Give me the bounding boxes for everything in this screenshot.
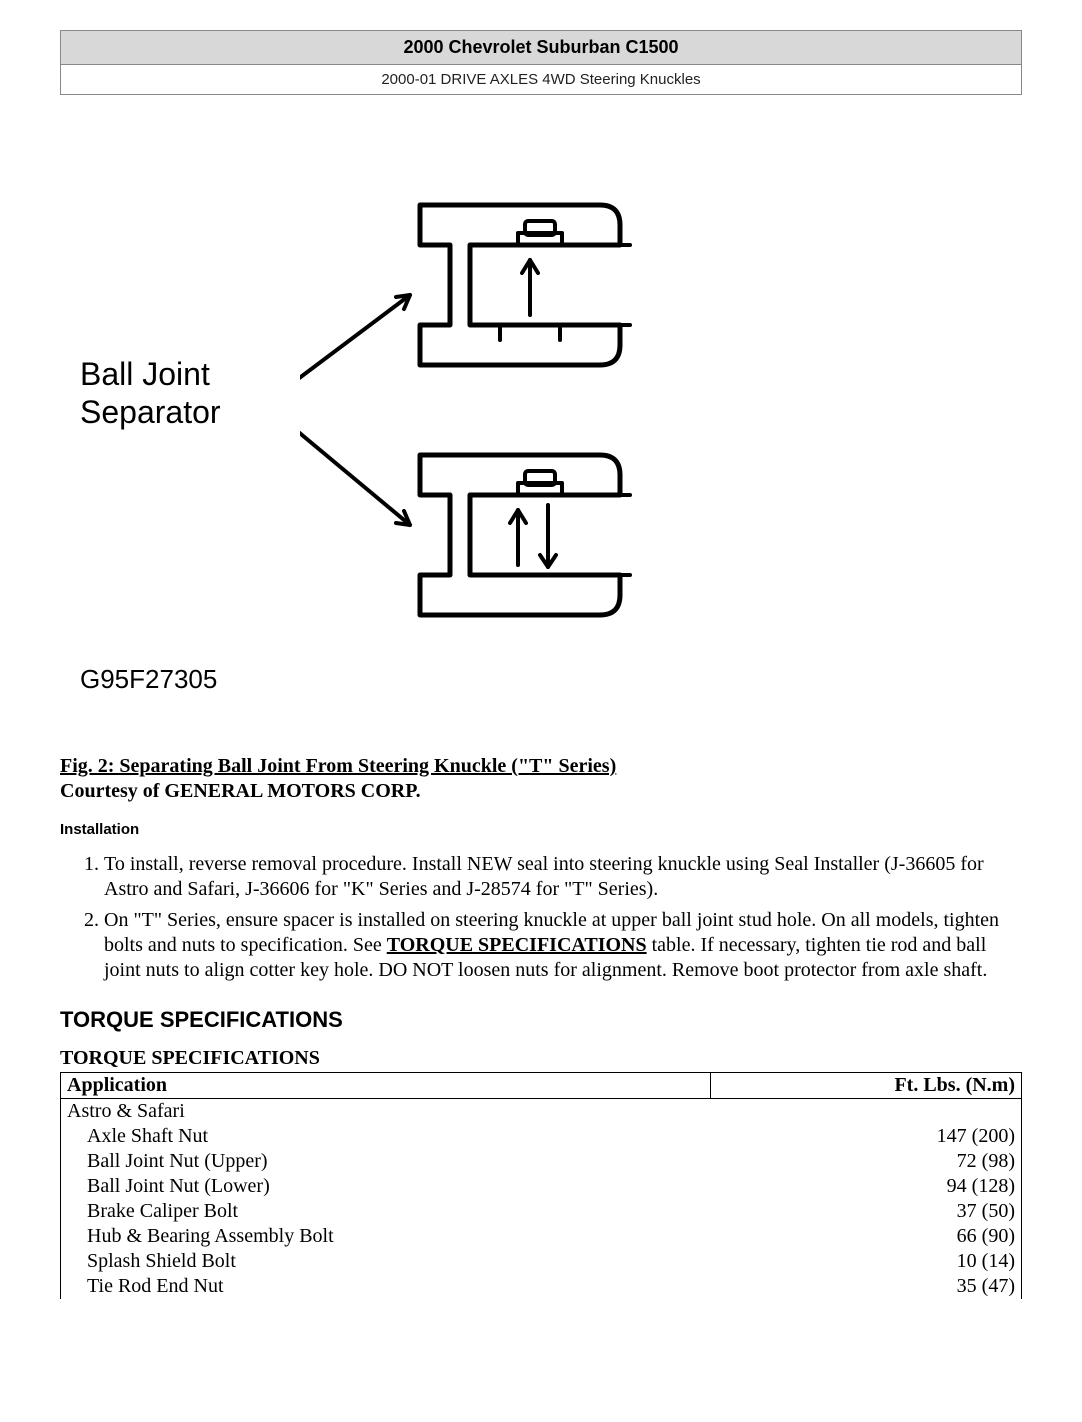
installation-steps: To install, reverse removal procedure. I… [60, 852, 1022, 983]
torque-section-heading: TORQUE SPECIFICATIONS [60, 1007, 1022, 1033]
spec-label: Tie Rod End Nut [61, 1274, 711, 1299]
table-row: Ball Joint Nut (Upper) 72 (98) [61, 1149, 1022, 1174]
group-value [711, 1099, 1022, 1125]
figure-label: Ball Joint Separator [80, 355, 221, 432]
torque-spec-link[interactable]: TORQUE SPECIFICATIONS [387, 934, 647, 956]
figure-courtesy: Courtesy of GENERAL MOTORS CORP. [60, 780, 1022, 803]
spec-label: Ball Joint Nut (Upper) [61, 1149, 711, 1174]
spec-value: 94 (128) [711, 1174, 1022, 1199]
spec-value: 10 (14) [711, 1249, 1022, 1274]
spec-label: Ball Joint Nut (Lower) [61, 1174, 711, 1199]
table-row: Tie Rod End Nut 35 (47) [61, 1274, 1022, 1299]
torque-table-title: TORQUE SPECIFICATIONS [60, 1047, 1022, 1070]
group-label: Astro & Safari [61, 1099, 711, 1125]
table-row: Axle Shaft Nut 147 (200) [61, 1124, 1022, 1149]
figure-code: G95F27305 [80, 664, 217, 695]
spec-value: 35 (47) [711, 1274, 1022, 1299]
header-subtitle: 2000-01 DRIVE AXLES 4WD Steering Knuckle… [61, 65, 1021, 94]
figure-label-line1: Ball Joint [80, 356, 210, 392]
table-header-row: Application Ft. Lbs. (N.m) [61, 1073, 1022, 1099]
figure-region: Ball Joint Separator G95F27305 [60, 175, 1022, 695]
install-step-2: On "T" Series, ensure spacer is installe… [104, 908, 1022, 983]
spec-value: 37 (50) [711, 1199, 1022, 1224]
header-title: 2000 Chevrolet Suburban C1500 [61, 31, 1021, 65]
table-row: Splash Shield Bolt 10 (14) [61, 1249, 1022, 1274]
figure-caption: Fig. 2: Separating Ball Joint From Steer… [60, 755, 1022, 778]
table-row: Astro & Safari [61, 1099, 1022, 1125]
spec-value: 147 (200) [711, 1124, 1022, 1149]
table-row: Hub & Bearing Assembly Bolt 66 (90) [61, 1224, 1022, 1249]
spec-value: 72 (98) [711, 1149, 1022, 1174]
spec-value: 66 (90) [711, 1224, 1022, 1249]
spec-label: Brake Caliper Bolt [61, 1199, 711, 1224]
installation-heading: Installation [60, 821, 1022, 838]
figure-label-line2: Separator [80, 394, 221, 430]
figure-caption-text: Fig. 2: Separating Ball Joint From Steer… [60, 755, 616, 777]
spec-label: Axle Shaft Nut [61, 1124, 711, 1149]
install-step-1: To install, reverse removal procedure. I… [104, 852, 1022, 902]
col-application: Application [61, 1073, 711, 1099]
table-row: Brake Caliper Bolt 37 (50) [61, 1199, 1022, 1224]
ball-joint-diagram [300, 175, 720, 655]
spec-label: Splash Shield Bolt [61, 1249, 711, 1274]
col-value: Ft. Lbs. (N.m) [711, 1073, 1022, 1099]
table-row: Ball Joint Nut (Lower) 94 (128) [61, 1174, 1022, 1199]
spec-label: Hub & Bearing Assembly Bolt [61, 1224, 711, 1249]
page-header: 2000 Chevrolet Suburban C1500 2000-01 DR… [60, 30, 1022, 95]
torque-table: Application Ft. Lbs. (N.m) Astro & Safar… [60, 1072, 1022, 1299]
